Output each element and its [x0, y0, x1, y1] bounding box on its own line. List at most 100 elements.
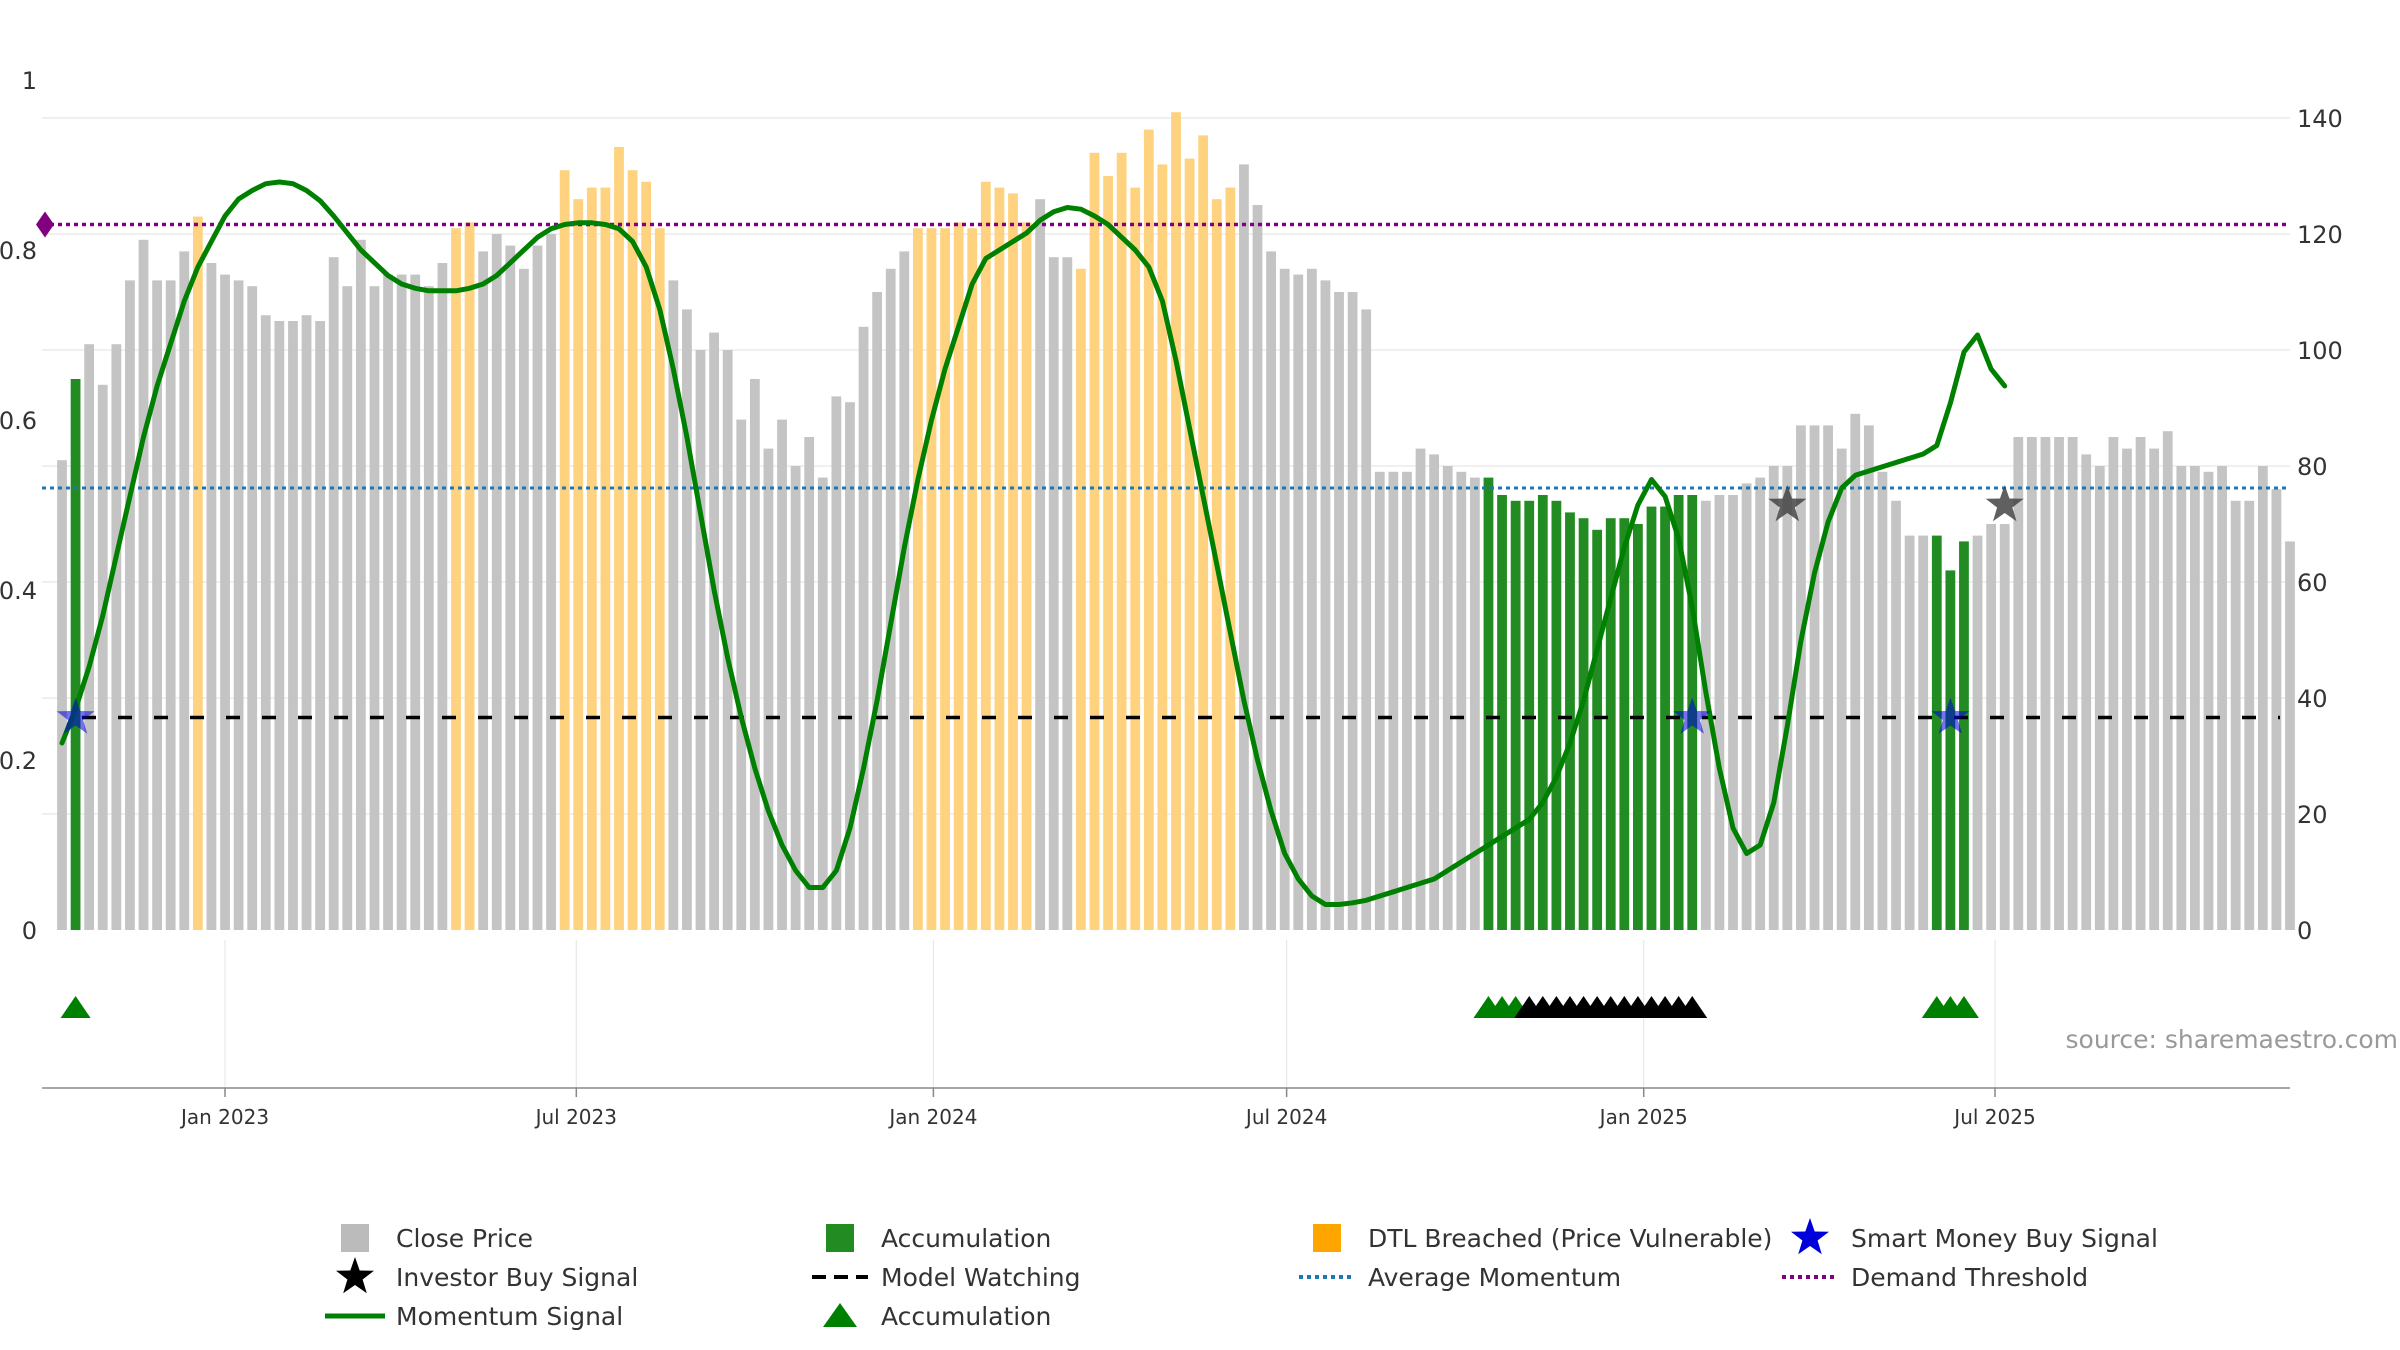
price-bar-40	[600, 187, 611, 931]
price-bar-128	[1796, 425, 1806, 930]
price-bar-25	[396, 274, 407, 931]
price-bar-61	[885, 268, 896, 930]
price-bar-65	[940, 228, 950, 930]
price-bar-84	[1198, 135, 1209, 930]
price-bar-54	[790, 466, 801, 930]
price-bar-23	[369, 286, 380, 930]
strip-black-triangle-12	[1677, 996, 1708, 1018]
price-bar-56	[817, 477, 828, 930]
y-left-tick-1: 0.2	[0, 747, 37, 775]
price-bar-143	[1999, 524, 2010, 930]
price-bar-64	[926, 228, 937, 930]
legend-star-3	[1791, 1218, 1829, 1255]
price-bar-41	[614, 147, 624, 930]
legend-item-2: DTL Breached (Price Vulnerable)	[1313, 1224, 1772, 1253]
smart-money-buy-star-1	[1673, 697, 1712, 734]
price-bar-117	[1646, 506, 1657, 930]
price-bar-99	[1402, 471, 1412, 930]
legend-item-9: Accumulation	[823, 1302, 1051, 1331]
y-right-tick-7: 140	[2297, 105, 2343, 133]
legend-label-7: Demand Threshold	[1851, 1263, 2088, 1292]
price-bar-19	[315, 321, 326, 930]
price-bar-51	[749, 379, 760, 930]
price-bar-58	[845, 402, 855, 930]
price-bar-108	[1524, 500, 1535, 930]
price-bar-20	[328, 257, 339, 930]
price-bar-9	[179, 251, 190, 930]
legend-label-3: Smart Money Buy Signal	[1851, 1224, 2158, 1253]
price-bar-113	[1592, 529, 1603, 930]
price-bar-100	[1415, 448, 1426, 930]
price-bar-76	[1089, 152, 1100, 931]
legend-triangle-9	[823, 1303, 857, 1327]
price-bar-129	[1809, 425, 1820, 930]
price-bar-134	[1877, 471, 1888, 930]
price-bar-140	[1959, 541, 1969, 930]
price-bar-103	[1456, 471, 1467, 930]
smart-money-buy-star-0	[56, 697, 95, 734]
price-bar-39	[586, 187, 597, 931]
price-bar-163	[2271, 489, 2282, 930]
price-bar-13	[233, 280, 244, 930]
price-bar-80	[1143, 129, 1154, 931]
legend-item-8: Momentum Signal	[325, 1302, 623, 1331]
price-bar-105	[1483, 477, 1494, 930]
price-bar-123	[1728, 495, 1738, 930]
price-bar-34	[519, 268, 529, 930]
y-right-tick-4: 80	[2297, 453, 2328, 481]
strip-green-triangle-0	[60, 996, 91, 1018]
price-bar-142	[1986, 524, 1997, 930]
legend-label-8: Momentum Signal	[396, 1302, 623, 1331]
price-bar-36	[546, 234, 556, 930]
price-bar-86	[1225, 187, 1236, 931]
price-bar-6	[138, 239, 149, 931]
price-bar-72	[1035, 199, 1046, 930]
price-bar-42	[627, 170, 638, 930]
investor-buy-star-0	[1768, 485, 1807, 522]
price-bar-59	[858, 326, 869, 930]
price-bar-152	[2122, 448, 2132, 930]
legend-item-5: Model Watching	[812, 1263, 1081, 1292]
demand-threshold-marker	[36, 211, 54, 238]
price-bar-7	[152, 280, 162, 930]
price-bar-106	[1497, 495, 1507, 930]
price-bar-49	[722, 350, 733, 930]
price-bar-125	[1755, 477, 1766, 930]
price-bar-10	[192, 216, 203, 931]
price-bar-14	[247, 286, 258, 930]
legend-item-3: Smart Money Buy Signal	[1791, 1218, 2158, 1255]
price-bar-162	[2257, 466, 2268, 930]
price-bar-111	[1565, 512, 1575, 930]
price-bar-156	[2176, 466, 2187, 930]
price-bar-17	[288, 321, 298, 930]
price-bar-115	[1619, 518, 1630, 930]
price-bar-2	[84, 344, 95, 930]
signal-strip	[60, 996, 1979, 1018]
price-bar-74	[1062, 257, 1073, 930]
y-right-tick-6: 120	[2297, 221, 2343, 249]
price-bar-46	[682, 309, 692, 930]
price-bar-71	[1021, 222, 1032, 930]
price-bar-43	[641, 181, 652, 931]
price-bar-127	[1782, 466, 1793, 930]
price-bar-104	[1469, 477, 1480, 930]
price-bar-78	[1116, 152, 1127, 931]
price-bar-31	[478, 251, 489, 930]
price-bar-102	[1442, 466, 1453, 930]
price-bar-87	[1239, 164, 1249, 930]
price-bar-67	[967, 228, 978, 930]
signal-markers	[56, 485, 2024, 734]
legend-label-1: Accumulation	[881, 1224, 1051, 1253]
price-bar-110	[1551, 500, 1562, 930]
price-bar-114	[1605, 518, 1616, 930]
price-bar-124	[1741, 483, 1752, 930]
close-price-bars	[57, 112, 2295, 931]
price-bar-95	[1347, 292, 1358, 930]
price-bar-62	[899, 251, 910, 930]
axes: Jan 2023 Jul 2023 Jan 2024 Jul 2024 Jan 2025…	[0, 67, 2343, 1129]
price-bar-161	[2244, 500, 2255, 930]
price-bar-53	[777, 419, 787, 930]
price-bar-116	[1633, 524, 1643, 930]
legend-item-7: Demand Threshold	[1782, 1263, 2088, 1292]
